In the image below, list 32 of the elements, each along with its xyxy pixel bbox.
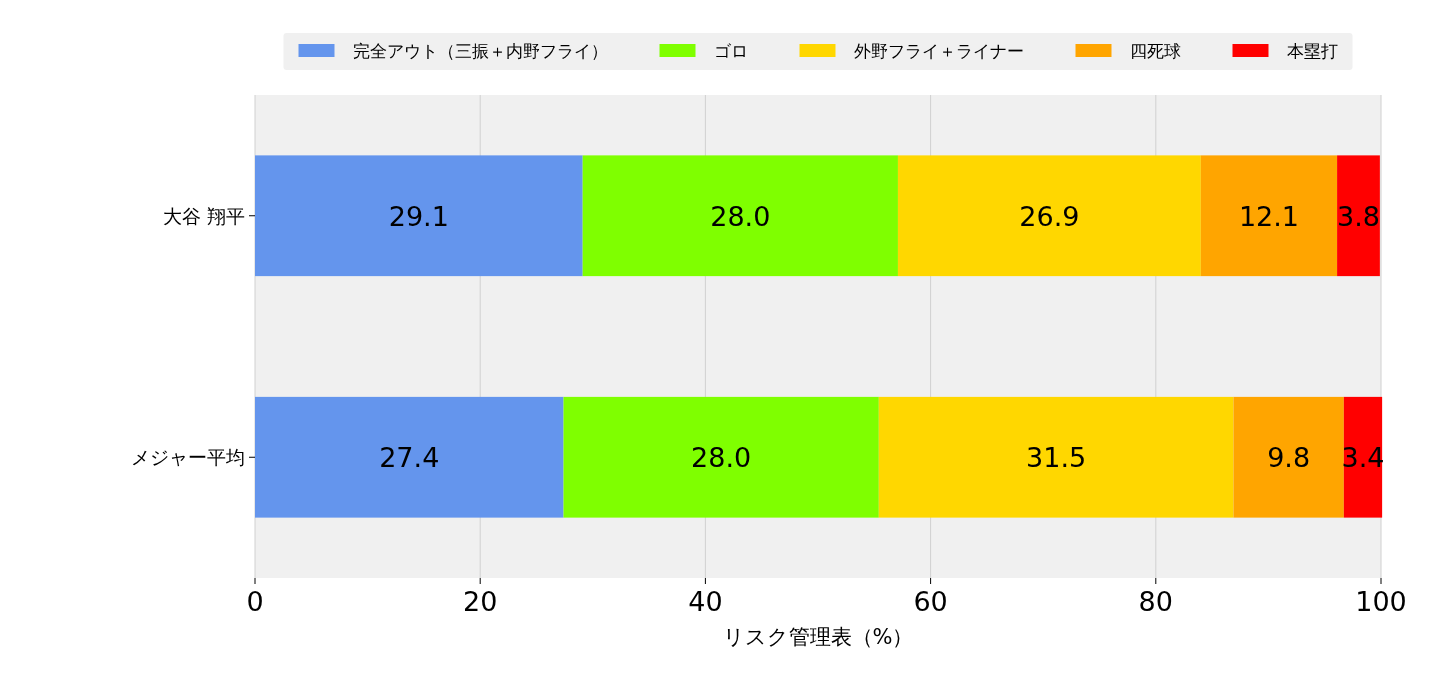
data-label: 29.1 [388, 200, 449, 232]
y-tick-label: メジャー平均 [131, 446, 245, 469]
legend-label: ゴロ [713, 41, 748, 61]
x-tick-label: 20 [463, 586, 498, 617]
bar [563, 396, 879, 518]
x-axis-title: リスク管理表（%） [722, 625, 914, 649]
x-tick-label: 60 [913, 586, 948, 617]
data-label: 27.4 [379, 442, 440, 474]
bar [897, 155, 1201, 277]
bar [255, 396, 564, 518]
legend-label: 完全アウト（三振＋内野フライ） [352, 41, 608, 61]
x-tick-label: 100 [1355, 586, 1407, 617]
data-label: 28.0 [691, 442, 752, 474]
bar [1337, 155, 1380, 277]
data-label: 3.8 [1337, 200, 1380, 232]
data-label: 28.0 [710, 200, 771, 232]
x-tick-label: 80 [1138, 586, 1173, 617]
x-tick-label: 0 [246, 586, 264, 617]
legend-label: 外野フライ＋ライナー [853, 41, 1024, 61]
legend-label: 四死球 [1129, 41, 1181, 61]
bar [1233, 396, 1344, 518]
data-label: 12.1 [1238, 200, 1300, 232]
legend-label: 本塁打 [1286, 41, 1338, 61]
y-tick-label: 大谷 翔平 [162, 204, 245, 227]
bar [582, 155, 898, 277]
data-label: 26.9 [1019, 200, 1080, 232]
bar [255, 155, 583, 277]
bar [878, 396, 1234, 518]
data-label: 31.5 [1026, 442, 1087, 474]
bar [1200, 155, 1338, 277]
x-tick-label: 40 [688, 586, 723, 617]
data-label: 9.8 [1267, 442, 1311, 474]
